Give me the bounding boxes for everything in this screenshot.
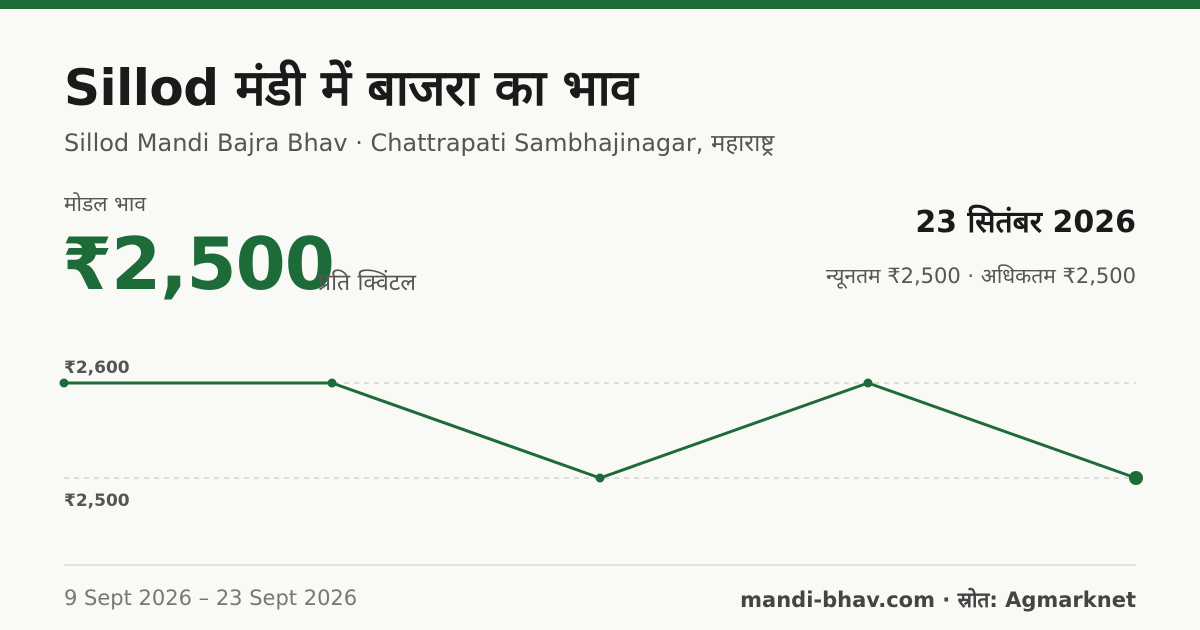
series-points [59, 378, 1143, 485]
y-tick-labels: ₹2,600 ₹2,500 [64, 358, 130, 511]
data-point [863, 378, 873, 388]
data-point [595, 473, 605, 483]
price-range: न्यूनतम ₹2,500 · अधिकतम ₹2,500 [826, 264, 1136, 288]
series-line-layer [64, 381, 1137, 480]
footer-source: mandi-bhav.com · स्रोत: Agmarknet [740, 588, 1136, 612]
price-date: 23 सितंबर 2026 [915, 205, 1136, 240]
modal-price: ₹2,500 [62, 222, 335, 306]
modal-price-label: मोडल भाव [64, 192, 147, 216]
price-line-chart: ₹2,600 ₹2,500 [59, 358, 1143, 511]
page-title: Sillod मंडी में बाजरा का भाव [64, 59, 638, 117]
grid-lines [64, 382, 1136, 479]
data-point [59, 378, 69, 388]
y-tick-label: ₹2,500 [64, 491, 130, 511]
price-unit: प्रति क्विंटल [318, 270, 416, 296]
series-line [64, 381, 1137, 480]
y-tick-label: ₹2,600 [64, 358, 130, 378]
data-point [327, 378, 337, 388]
footer-divider [64, 564, 1136, 566]
latest-data-point [1129, 471, 1143, 485]
footer-date-range: 9 Sept 2026 – 23 Sept 2026 [64, 586, 358, 610]
page-subtitle: Sillod Mandi Bajra Bhav · Chattrapati Sa… [64, 129, 775, 157]
top-accent-bar [0, 0, 1200, 9]
